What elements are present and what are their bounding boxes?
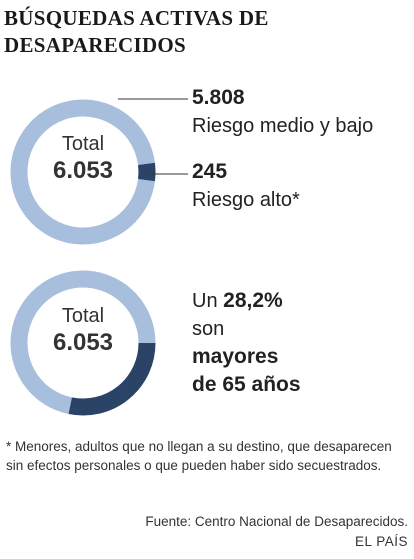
callout-line-3: mayores xyxy=(192,345,279,368)
slice-high-risk-label: Riesgo alto* xyxy=(192,189,300,211)
donut2-center-value: 6.053 xyxy=(52,329,114,356)
callout-percent: 28,2% xyxy=(223,289,283,312)
donut2-rest-arc xyxy=(10,270,156,415)
callout-prefix: Un xyxy=(192,290,218,312)
donut1-center-value: 6.053 xyxy=(52,157,114,184)
slice-high-risk-value: 245 xyxy=(192,160,228,183)
footnote: * Menores, adultos que no llegan a su de… xyxy=(6,439,392,473)
donut2-center-label: Total xyxy=(61,305,105,327)
source-credit: Fuente: Centro Nacional de Desaparecidos… xyxy=(145,514,408,529)
callout-line-4: de 65 años xyxy=(192,373,301,396)
title-line-1: BÚSQUEDAS ACTIVAS DE xyxy=(4,6,269,30)
callout-line-2: son xyxy=(192,318,225,340)
donut2-highlight-arc xyxy=(68,342,156,416)
slice-low-risk-arc xyxy=(10,99,155,245)
slice-low-risk-value: 5.808 xyxy=(192,86,245,109)
slice-low-risk-label: Riesgo medio y bajo xyxy=(192,115,374,137)
slice-high-risk-arc xyxy=(138,162,156,182)
title-line-2: DESAPARECIDOS xyxy=(4,33,187,57)
chart-title: BÚSQUEDAS ACTIVAS DE DESAPARECIDOS xyxy=(4,5,404,59)
brand-logo-text: EL PAÍS xyxy=(354,534,408,549)
callout-line-1: Un 28,2% xyxy=(192,289,283,313)
donut1-center-label: Total xyxy=(61,133,105,155)
